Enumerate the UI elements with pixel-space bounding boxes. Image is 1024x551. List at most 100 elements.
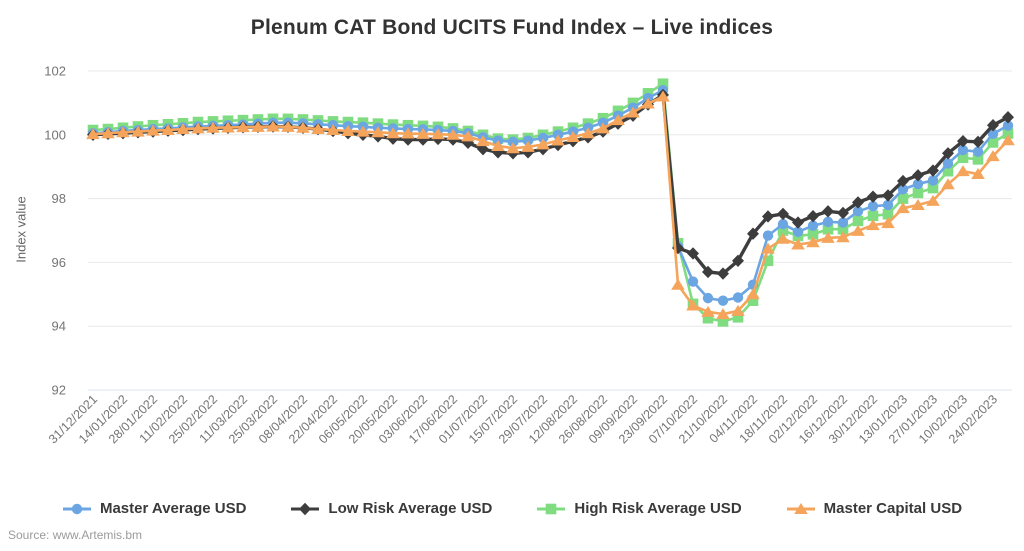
- data-point-marker: [191, 122, 205, 134]
- data-point-marker: [1002, 128, 1014, 139]
- data-point-marker: [507, 136, 519, 148]
- data-point-marker: [926, 194, 940, 206]
- data-point-marker: [957, 134, 969, 148]
- data-point-marker: [477, 142, 489, 156]
- legend-item-master-average-usd[interactable]: Master Average USD: [62, 500, 246, 517]
- data-point-marker: [701, 305, 715, 317]
- data-point-marker: [776, 232, 790, 244]
- data-point-marker: [86, 128, 100, 140]
- y-tick-label: 94: [52, 319, 66, 334]
- data-point-marker: [161, 124, 175, 136]
- legend-item-master-capital-usd[interactable]: Master Capital USD: [786, 500, 962, 517]
- data-point-marker: [656, 90, 670, 102]
- data-point-marker: [717, 295, 729, 306]
- data-point-marker: [822, 223, 834, 235]
- data-point-marker: [972, 154, 984, 165]
- data-point-marker: [1002, 120, 1014, 131]
- diamond-marker-icon: [291, 502, 320, 515]
- data-point-marker: [446, 128, 460, 140]
- data-point-marker: [897, 193, 909, 204]
- data-point-marker: [702, 312, 714, 324]
- data-point-marker: [837, 217, 849, 228]
- y-tick-label: 98: [52, 191, 66, 206]
- y-tick-label: 102: [44, 64, 66, 79]
- data-point-marker: [807, 229, 819, 240]
- y-tick-label: 100: [44, 127, 66, 142]
- data-point-marker: [401, 127, 415, 139]
- data-point-marker: [251, 120, 265, 132]
- data-point-marker: [867, 201, 879, 212]
- data-point-marker: [566, 131, 580, 143]
- legend-label: High Risk Average USD: [574, 500, 742, 517]
- data-point-marker: [146, 124, 160, 136]
- data-point-marker: [687, 276, 699, 287]
- legend-item-low-risk-average-usd[interactable]: Low Risk Average USD: [290, 500, 492, 517]
- data-point-marker: [762, 210, 774, 223]
- data-point-marker: [506, 142, 520, 154]
- data-point-marker: [822, 205, 834, 218]
- data-point-marker: [702, 265, 714, 279]
- data-point-marker: [942, 158, 954, 169]
- data-point-marker: [731, 304, 745, 316]
- data-point-marker: [867, 190, 879, 203]
- data-point-marker: [416, 127, 430, 139]
- legend-item-high-risk-average-usd[interactable]: High Risk Average USD: [536, 500, 742, 517]
- data-point-marker: [807, 209, 819, 223]
- data-point-marker: [806, 236, 820, 248]
- data-point-marker: [761, 242, 775, 254]
- data-point-marker: [852, 215, 864, 227]
- chart-title: Plenum CAT Bond UCITS Fund Index – Live …: [250, 16, 774, 39]
- data-point-marker: [476, 135, 490, 147]
- series-master-capital-usd: [86, 90, 1015, 320]
- data-point-marker: [296, 121, 310, 133]
- data-point-marker: [867, 210, 879, 222]
- data-point-marker: [386, 127, 400, 139]
- data-point-marker: [492, 146, 504, 159]
- data-point-marker: [101, 127, 115, 139]
- data-point-marker: [821, 231, 835, 243]
- data-point-marker: [956, 165, 970, 177]
- square-marker-icon: [537, 503, 566, 514]
- data-point-marker: [1001, 134, 1015, 146]
- data-point-marker: [717, 316, 729, 327]
- data-point-marker: [747, 227, 759, 240]
- data-point-marker: [927, 182, 939, 194]
- data-point-marker: [581, 127, 595, 139]
- data-point-marker: [716, 308, 730, 320]
- data-point-marker: [912, 169, 924, 182]
- data-point-marker: [957, 144, 969, 156]
- data-point-marker: [702, 292, 714, 304]
- data-point-marker: [611, 114, 625, 126]
- data-point-marker: [657, 78, 669, 90]
- data-point-marker: [326, 124, 340, 136]
- data-point-marker: [927, 164, 939, 177]
- data-point-marker: [747, 295, 759, 306]
- data-point-marker: [732, 311, 744, 323]
- data-point-marker: [521, 140, 535, 152]
- data-point-marker: [762, 255, 774, 267]
- triangle-marker-icon: [786, 502, 815, 514]
- data-point-marker: [866, 219, 880, 231]
- data-point-marker: [986, 150, 1000, 162]
- data-point-marker: [851, 224, 865, 236]
- data-point-marker: [536, 138, 550, 150]
- data-point-marker: [671, 278, 685, 290]
- data-point-marker: [972, 146, 984, 157]
- data-point-marker: [807, 220, 819, 231]
- data-point-marker: [281, 120, 295, 132]
- data-point-marker: [551, 134, 565, 146]
- data-point-marker: [491, 139, 505, 151]
- data-point-marker: [537, 132, 549, 144]
- data-point-marker: [792, 226, 804, 237]
- data-point-marker: [912, 178, 924, 190]
- data-point-marker: [762, 230, 774, 241]
- data-point-marker: [341, 124, 355, 136]
- data-point-marker: [356, 125, 370, 137]
- circle-marker-icon: [62, 503, 91, 514]
- data-point-marker: [837, 223, 849, 235]
- data-point-marker: [987, 128, 999, 140]
- data-point-marker: [882, 199, 894, 211]
- data-point-marker: [176, 123, 190, 135]
